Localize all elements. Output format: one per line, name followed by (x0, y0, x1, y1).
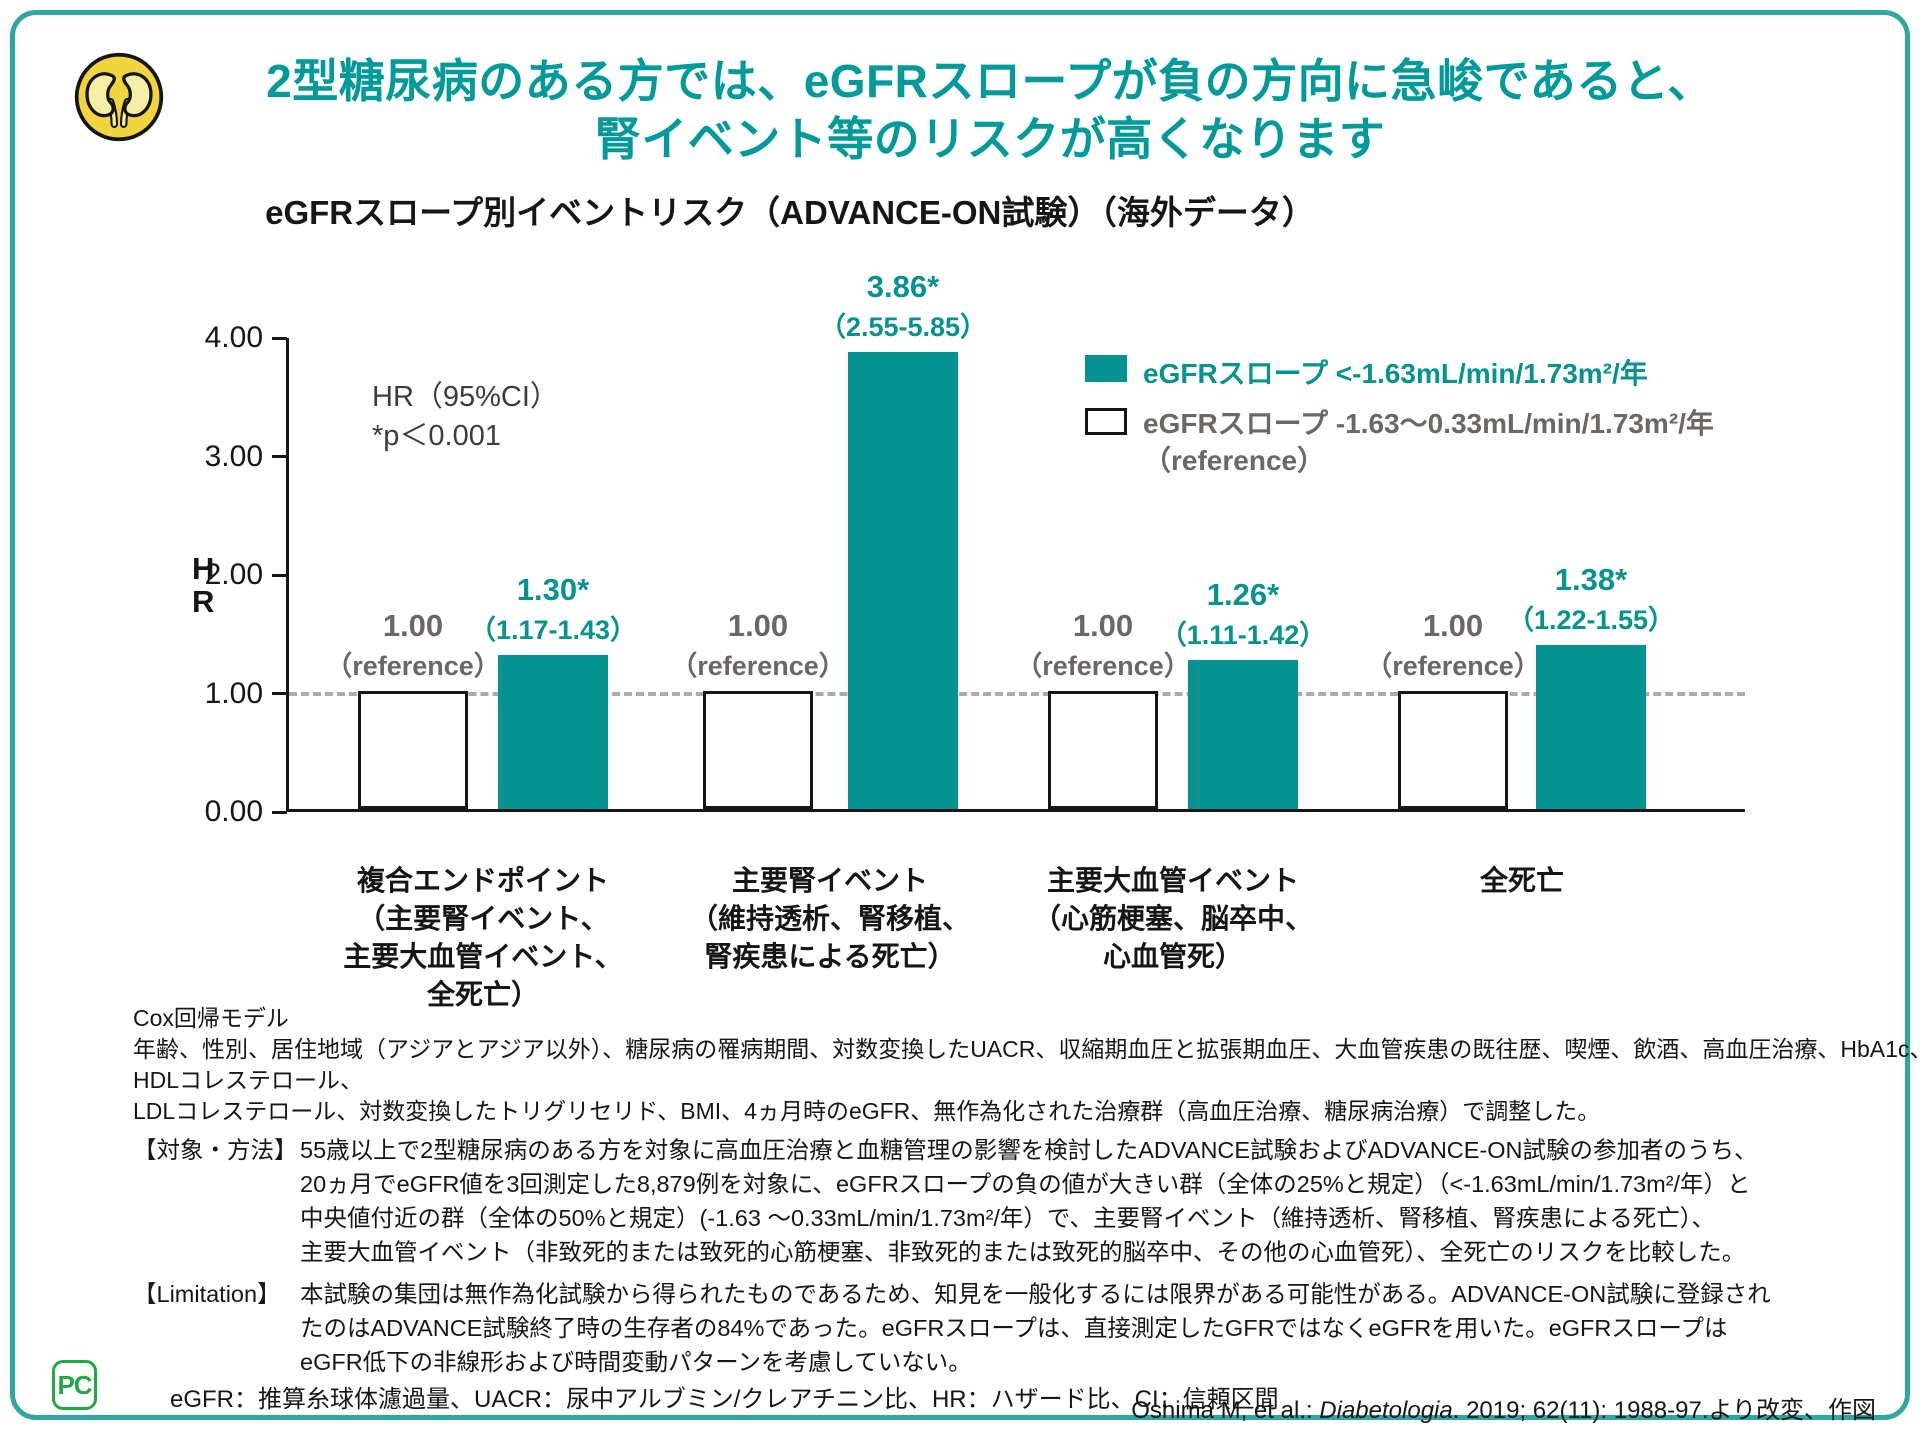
legend-swatch-teal (1085, 355, 1127, 382)
note-line: 中央値付近の群（全体の50%と規定）(-1.63 ～0.33mL/min/1.7… (300, 1205, 1716, 1231)
category-label: 全死亡 (1480, 862, 1564, 900)
note-line: 本試験の集団は無作為化試験から得られたものであるため、知見を一般化するには限界が… (300, 1281, 1771, 1307)
cox-model-note: Cox回帰モデル年齢、性別、居住地域（アジアとアジア以外）、糖尿病の罹病期間、対… (133, 1003, 1920, 1127)
methods-label: 【対象・方法】 (133, 1137, 298, 1163)
y-tick-mark (272, 692, 287, 695)
note-line: 年齢、性別、居住地域（アジアとアジア以外）、糖尿病の罹病期間、対数変換したUAC… (133, 1036, 1920, 1062)
category-label-line: 全死亡 (1479, 865, 1565, 896)
bar-reference (1048, 690, 1158, 809)
y-tick-mark (272, 810, 287, 814)
y-tick-label: 2.00 (204, 558, 263, 591)
note-line: Cox回帰モデル (133, 1005, 289, 1031)
note-line: eGFR低下の非線形および時間変動パターンを考慮していない。 (300, 1349, 972, 1375)
bar-steep-slope (848, 351, 958, 809)
y-axis-title: H R (192, 551, 215, 619)
bar-label-steep-slope: 1.30* （1.17-1.43） (468, 571, 638, 645)
category-label-line: 心血管死） (1102, 941, 1244, 972)
category-label-line: 全死亡） (426, 979, 540, 1010)
chart-title: eGFRスロープ別イベントリスク（ADVANCE-ON試験）（海外データ） (265, 194, 1315, 231)
bar-reference (358, 690, 468, 809)
reference-line (289, 691, 1745, 696)
category-label-line: 主要腎イベント (731, 865, 929, 896)
y-tick-mark (272, 455, 287, 458)
bar-label-reference: 1.00 （reference） (670, 607, 846, 681)
citation: Oshima M, et al.: Diabetologia. 2019; 62… (1131, 1397, 1876, 1424)
category-label-line: （維持透析、腎移植、 (689, 903, 971, 934)
y-tick-label: 3.00 (204, 439, 263, 473)
legend-swatch-white (1085, 408, 1127, 435)
category-label: 複合エンドポイント （主要腎イベント、 主要大血管イベント、 全死亡） (343, 862, 622, 1014)
page-title-line2: 腎イベント等のリスクが高くなります (594, 113, 1386, 165)
bar-steep-slope (498, 654, 608, 809)
note-line: 55歳以上で2型糖尿病のある方を対象に高血圧治療と血糖管理の影響を検討したADV… (300, 1137, 1758, 1163)
category-label-line: 主要大血管イベント (1046, 865, 1300, 896)
category-label-line: 主要大血管イベント、 (343, 941, 623, 972)
journal-name: Diabetologia (1319, 1397, 1453, 1424)
bar-steep-slope (1536, 645, 1646, 809)
note-line: LDLコレステロール、対数変換したトリグリセリド、BMI、4ヵ月時のeGFR、無… (133, 1098, 1601, 1124)
legend-item-reference: eGFRスロープ -1.63～0.33mL/min/1.73m²/年 （refe… (1085, 405, 1714, 479)
kidneys-icon (74, 52, 164, 142)
category-label-line: （主要腎イベント、 (357, 903, 609, 934)
note-line: 20ヵ月でeGFR値を3回測定した8,879例を対象に、eGFRスロープの負の値… (300, 1171, 1751, 1197)
bar-label-reference: 1.00 （reference） (325, 607, 501, 681)
abbreviations-note: eGFR：推算糸球体濾過量、UACR：尿中アルブミン/クレアチニン比、HR：ハザ… (170, 1386, 1279, 1413)
legend-item-steep-slope: eGFRスロープ <-1.63mL/min/1.73m²/年 (1085, 352, 1714, 392)
limitation-note: 【Limitation】 本試験の集団は無作為化試験から得られたものであるため、… (133, 1277, 1771, 1379)
y-tick-label: 4.00 (204, 321, 263, 354)
chart-legend: eGFRスロープ <-1.63mL/min/1.73m²/年 eGFRスロープ … (1085, 352, 1714, 492)
bar-steep-slope (1188, 659, 1298, 809)
category-label-line: 複合エンドポイント (356, 865, 610, 896)
y-tick-mark (272, 573, 287, 577)
note-line: HDLコレステロール、 (133, 1067, 364, 1093)
bar-label-steep-slope: 1.38* （1.22-1.55） (1506, 562, 1676, 636)
bar-label-reference: 1.00 （reference） (1015, 607, 1191, 681)
hr-ci-annotation: HR（95%CI） *p＜0.001 (372, 381, 559, 452)
methods-note: 【対象・方法】 55歳以上で2型糖尿病のある方を対象に高血圧治療と血糖管理の影響… (133, 1133, 1758, 1269)
limitation-label: 【Limitation】 (133, 1281, 281, 1307)
category-label-line: 腎疾患による死亡） (704, 941, 956, 972)
page-title: 2型糖尿病のある方では、eGFRスロープが負の方向に急峻であると、 腎イベント等… (120, 52, 1860, 168)
category-label-line: （心筋梗塞、脳卒中、 (1032, 903, 1314, 934)
bar-label-steep-slope: 3.86* （2.55-5.85） (818, 268, 988, 342)
plot-area: 4.00 3.00 2.00 1.00 0.00 1.00 （reference） 1.30*… (205, 269, 1745, 1010)
bar-label-reference: 1.00 （reference） (1365, 607, 1541, 681)
bar-reference (703, 690, 813, 809)
y-tick-label: 0.00 (204, 795, 263, 828)
bar-label-steep-slope: 1.26* （1.11-1.42） (1159, 576, 1327, 650)
bar-reference (1398, 690, 1508, 809)
y-tick-mark (272, 336, 287, 340)
note-line: 主要大血管イベント（非致死的または致死的心筋梗塞、非致死的または致死的脳卒中、そ… (300, 1239, 1746, 1265)
pc-logo: PC (52, 1360, 97, 1410)
category-label: 主要大血管イベント （心筋梗塞、脳卒中、 心血管死） (1033, 862, 1313, 976)
y-tick-label: 1.00 (204, 676, 263, 710)
page-title-line1: 2型糖尿病のある方では、eGFRスロープが負の方向に急峻であると、 (266, 55, 1714, 107)
note-line: たのはADVANCE試験終了時の生存者の84%であった。eGFRスロープは、直接… (300, 1315, 1728, 1341)
category-label: 主要腎イベント （維持透析、腎移植、 腎疾患による死亡） (690, 862, 970, 976)
